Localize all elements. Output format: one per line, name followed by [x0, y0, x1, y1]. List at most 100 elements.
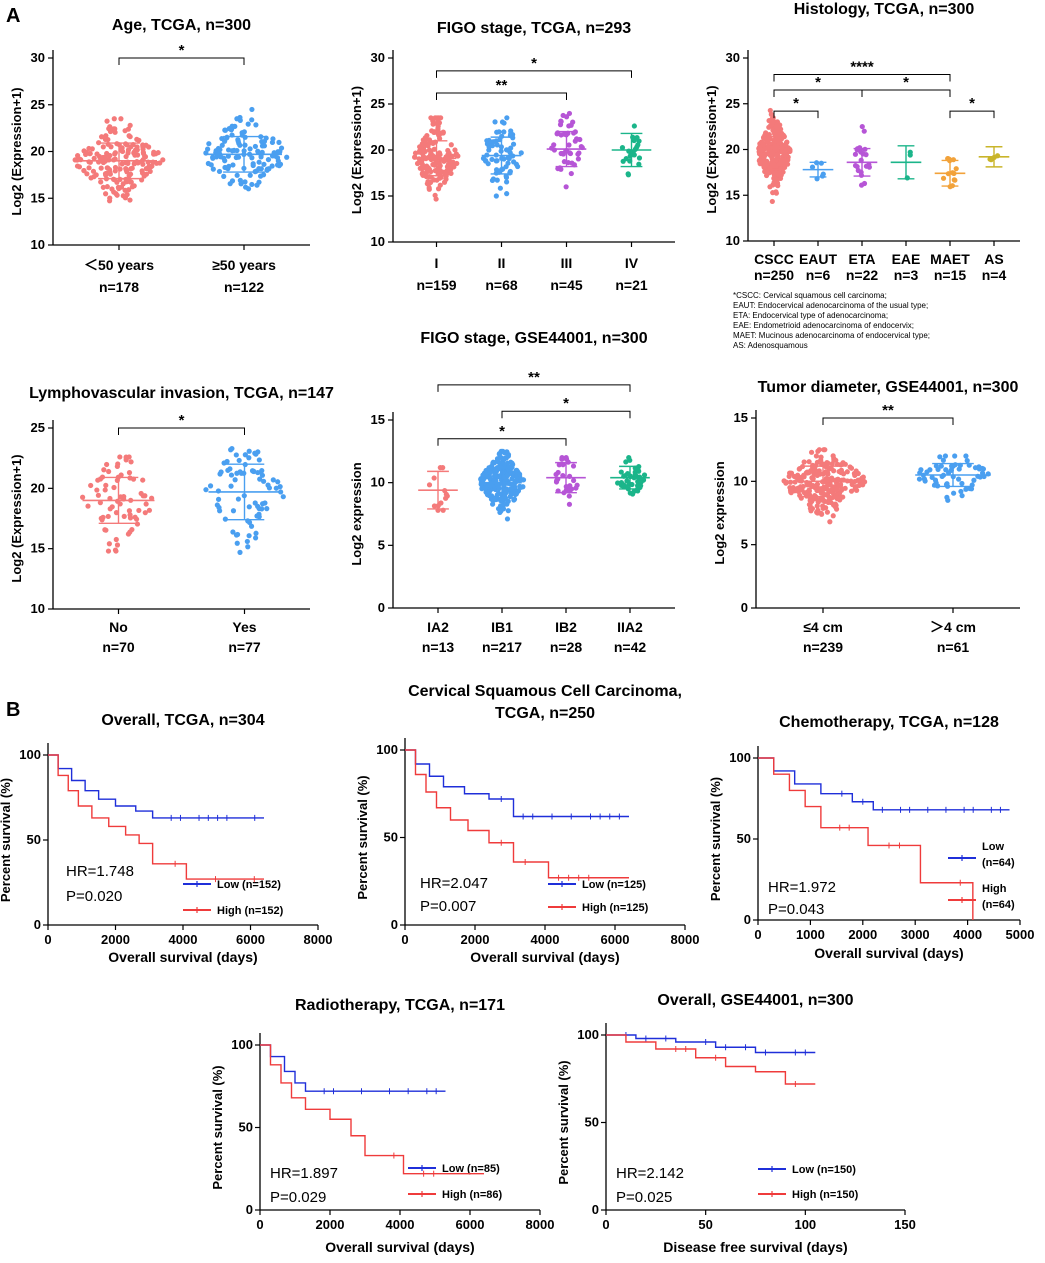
y-tick-label: 50 [585, 1115, 599, 1130]
data-point [806, 459, 812, 465]
p-value-label: P=0.025 [616, 1189, 672, 1206]
data-point [773, 190, 780, 196]
data-point [763, 159, 770, 165]
significance-label: * [179, 412, 185, 429]
data-point [248, 523, 255, 529]
data-point [88, 175, 94, 181]
data-point [787, 479, 794, 485]
chart-title: Lymphovascular invasion, TCGA, n=147 [29, 385, 334, 402]
data-point [124, 169, 130, 175]
data-point [94, 487, 100, 493]
data-point [831, 455, 837, 462]
p-value-label: P=0.007 [420, 898, 476, 915]
data-point [513, 491, 519, 497]
data-point [492, 119, 498, 125]
data-point [236, 457, 242, 464]
data-point [816, 468, 822, 474]
y-tick-label: 20 [371, 142, 385, 157]
data-point [568, 122, 574, 128]
data-point [127, 512, 133, 518]
x-tick-label: 0 [754, 927, 761, 942]
data-point [801, 459, 807, 465]
legend-label: Low (n=150) [792, 1164, 856, 1176]
data-point [956, 466, 962, 472]
data-point [215, 496, 222, 502]
data-point [518, 484, 524, 490]
data-point [784, 161, 791, 167]
data-point [136, 507, 142, 514]
data-point [128, 144, 134, 150]
x-tick-label: 8000 [304, 932, 333, 947]
group-count-label: n=42 [614, 639, 647, 655]
data-point [831, 486, 837, 492]
data-point [490, 501, 496, 507]
significance-label: * [563, 395, 569, 412]
data-point [508, 128, 514, 134]
y-axis-label: Log2 (Expression+1) [9, 87, 24, 215]
data-point [425, 142, 431, 149]
data-point [509, 460, 515, 466]
data-point [105, 513, 111, 520]
data-point [618, 469, 624, 475]
data-point [445, 151, 451, 158]
data-point [247, 146, 253, 152]
survival-curve [260, 1044, 484, 1175]
data-point [227, 181, 233, 187]
data-point [836, 468, 842, 475]
data-point [632, 472, 638, 478]
y-tick-label: 50 [27, 832, 41, 847]
data-point [269, 139, 276, 146]
data-point [139, 177, 145, 183]
data-point [835, 476, 841, 482]
data-point [234, 540, 240, 546]
x-category-label: IV [625, 255, 639, 271]
data-point [86, 165, 92, 171]
data-point [568, 486, 575, 492]
data-point [951, 177, 957, 183]
data-point [422, 148, 428, 154]
data-point [127, 122, 133, 128]
data-point [945, 470, 952, 476]
data-point [91, 155, 97, 161]
data-point [435, 123, 441, 129]
group-count-label: n=77 [228, 639, 261, 655]
data-point [256, 457, 262, 463]
group-count-label: n=239 [803, 639, 843, 655]
data-point [111, 157, 117, 163]
data-point [255, 148, 261, 154]
data-point [140, 142, 146, 148]
data-point [492, 472, 498, 478]
data-point [830, 513, 836, 519]
data-point [257, 476, 263, 482]
data-point [417, 148, 423, 154]
data-point [500, 506, 507, 512]
group-count-label: n=61 [937, 639, 970, 655]
data-point [816, 447, 822, 453]
data-point [959, 493, 965, 499]
survival-curve [758, 757, 974, 920]
data-point [504, 191, 510, 197]
data-point [95, 477, 101, 483]
data-point [826, 466, 832, 472]
data-point [797, 465, 803, 472]
data-point [104, 184, 110, 190]
y-axis-label: Log2 (Expression+1) [704, 85, 719, 213]
y-tick-label: 15 [726, 187, 740, 202]
data-point [98, 165, 104, 171]
x-category-label: EAUT [799, 251, 838, 267]
data-point [261, 478, 267, 484]
data-point [430, 140, 436, 146]
data-point [551, 142, 557, 148]
data-point [228, 127, 234, 133]
data-point [944, 481, 950, 487]
data-point [433, 196, 439, 202]
data-point [131, 149, 137, 155]
data-point [117, 454, 123, 460]
data-point [566, 501, 573, 507]
x-tick-label: 50 [698, 1217, 712, 1232]
data-point [963, 453, 969, 459]
data-point [511, 497, 517, 503]
data-point [807, 497, 813, 504]
x-category-label: IB1 [491, 619, 513, 635]
data-point [114, 192, 120, 198]
